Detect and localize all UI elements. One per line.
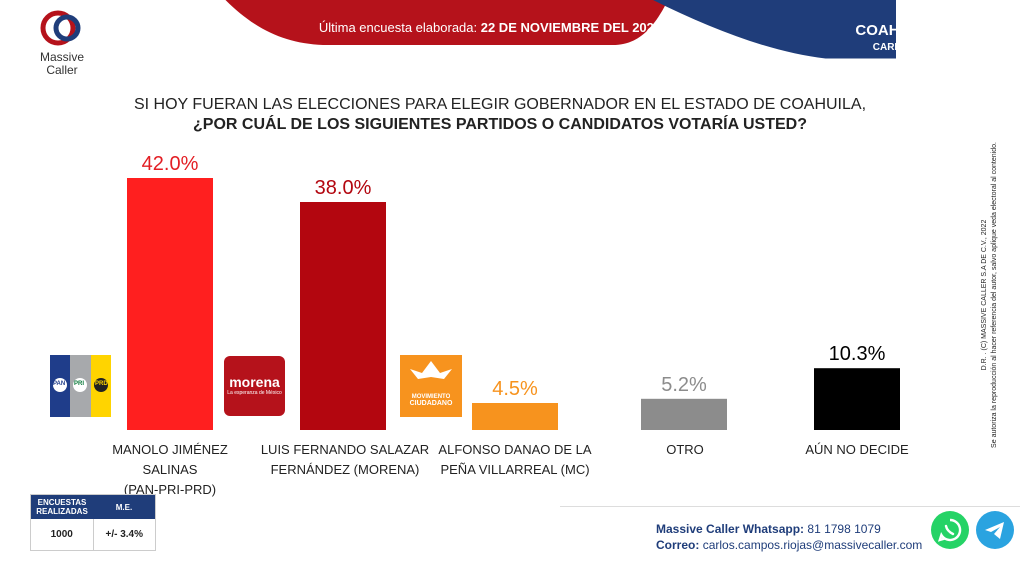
table-header-margin: M.E.: [115, 503, 133, 512]
email-address[interactable]: carlos.campos.riojas@massivecaller.com: [702, 538, 923, 552]
category-label-0-line-2: (PAN-PRI-PRD): [123, 482, 217, 497]
category-label-2: ALFONSO DANAO DE LA PEÑA VILLARREAL (MC): [430, 440, 600, 480]
survey-date: 22 DE NOVIEMBRE DEL 2022: [480, 20, 662, 35]
value-label-4: 10.3%: [829, 343, 886, 365]
category-label-4: AÚN NO DECIDE: [792, 440, 922, 460]
whatsapp-icon[interactable]: [931, 511, 969, 549]
mc-logo: MOVIMIENTO CIUDADANO: [400, 355, 462, 417]
question: SI HOY FUERAN LAS ELECCIONES PARA ELEGIR…: [100, 95, 900, 135]
bar-2: [472, 403, 558, 430]
telegram-icon[interactable]: [976, 511, 1014, 549]
category-label-3-line-1: OTRO: [666, 442, 704, 457]
value-label-0: 42.0%: [142, 153, 199, 175]
morena-logo-subtext: La esperanza de México: [227, 390, 282, 396]
category-label-2-line-2: PEÑA VILLARREAL (MC): [440, 462, 590, 477]
whatsapp-number: 81 1798 1079: [807, 522, 881, 536]
logo-icon: [40, 10, 81, 46]
table-value-surveys: 1000: [31, 519, 94, 550]
mc-logo-line1: MOVIMIENTO: [411, 394, 451, 400]
category-label-1: LUIS FERNANDO SALAZAR FERNÁNDEZ (MORENA): [260, 440, 430, 480]
survey-date-banner: Última encuesta elaborada: 22 DE NOVIEMB…: [300, 20, 680, 35]
bar-0: [127, 178, 213, 430]
prd-label: PRD: [95, 381, 108, 387]
morena-logo: morena La esperanza de México: [224, 356, 285, 416]
copyright-line-1: D.R. . (C) MASSIVE CALLER S.A DE C.V., 2…: [981, 219, 988, 371]
question-line-1: SI HOY FUERAN LAS ELECCIONES PARA ELEGIR…: [133, 96, 867, 113]
pri-label: PRI: [74, 381, 85, 387]
footer-divider: [560, 506, 1020, 507]
pan-label: PAN: [53, 381, 66, 387]
value-label-3: 5.2%: [661, 374, 707, 396]
logo-text-2: Caller: [46, 63, 78, 77]
scenario-name: CAREO 1: [872, 42, 918, 53]
copyright-notice: D.R. . (C) MASSIVE CALLER S.A DE C.V., 2…: [980, 110, 1010, 480]
whatsapp-label: Massive Caller Whatsapp:: [656, 522, 805, 536]
category-label-1-line-2: FERNÁNDEZ (MORENA): [270, 462, 420, 477]
massive-caller-logo: Massive Caller: [22, 10, 102, 77]
category-label-1-line-1: LUIS FERNANDO SALAZAR: [260, 442, 430, 457]
bar-4: [814, 368, 900, 430]
header-banner: [225, 0, 896, 59]
email-label: Correo:: [656, 538, 700, 552]
contact-info: Massive Caller Whatsapp: 81 1798 1079 Co…: [656, 521, 922, 553]
bar-3: [641, 398, 727, 430]
state-name: COAHUILA: [855, 22, 935, 39]
survey-table: ENCUESTAS REALIZADAS M.E. 1000 +/- 3.4%: [30, 494, 156, 551]
category-label-3: OTRO: [625, 440, 745, 460]
category-label-0-line-1: MANOLO JIMÉNEZ SALINAS: [112, 442, 228, 477]
value-label-2: 4.5%: [492, 378, 538, 400]
logo-text-1: Massive: [39, 50, 84, 64]
question-line-2: ¿POR CUÁL DE LOS SIGUIENTES PARTIDOS O C…: [193, 116, 807, 133]
mc-logo-line2: CIUDADANO: [409, 400, 453, 407]
morena-logo-text: morena: [229, 374, 280, 390]
pan-pri-prd-logo: [50, 355, 111, 417]
eagle-icon: [410, 361, 452, 379]
survey-date-prefix: Última encuesta elaborada:: [318, 20, 481, 35]
copyright-line-2: Se autoriza la reproducción al hacer ref…: [991, 142, 998, 448]
table-header-surveys: ENCUESTAS REALIZADAS: [36, 498, 88, 516]
category-label-2-line-1: ALFONSO DANAO DE LA: [438, 442, 592, 457]
bar-1: [300, 202, 386, 430]
state-box: COAHUILA CAREO 1: [820, 22, 970, 53]
category-label-4-line-1: AÚN NO DECIDE: [805, 442, 909, 457]
table-value-margin: +/- 3.4%: [105, 529, 144, 540]
value-label-1: 38.0%: [315, 177, 372, 199]
category-label-0: MANOLO JIMÉNEZ SALINAS (PAN-PRI-PRD): [85, 440, 255, 500]
